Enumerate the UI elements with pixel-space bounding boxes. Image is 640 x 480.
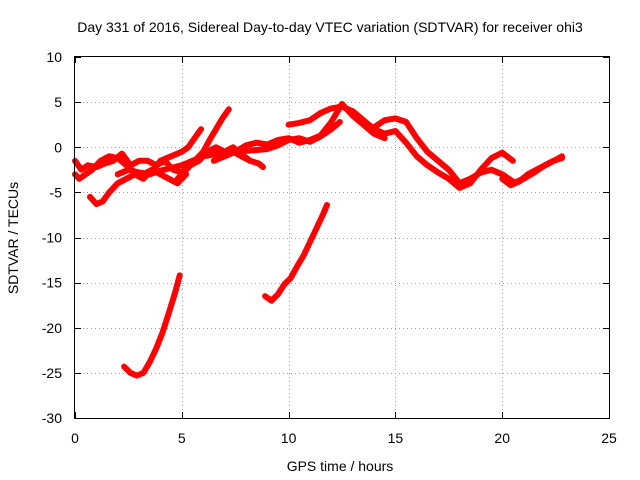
y-tick-label: 5 (54, 94, 62, 110)
x-tick-label: 10 (281, 430, 297, 446)
grid (75, 57, 609, 418)
y-tick-label: -15 (42, 275, 62, 291)
series-arc-10 (371, 115, 516, 187)
x-tick-label: 5 (178, 430, 186, 446)
ticks (75, 57, 610, 419)
series-arc-7 (210, 100, 388, 164)
series-group (72, 100, 565, 379)
y-tick-label: -10 (42, 230, 62, 246)
y-tick-label: -20 (42, 320, 62, 336)
x-tick-label: 20 (494, 430, 510, 446)
series-arc-8 (221, 148, 266, 171)
x-tick-label: 15 (388, 430, 404, 446)
y-tick-label: 0 (54, 139, 62, 155)
series-arc-12 (509, 153, 565, 187)
y-tick-label: 10 (46, 49, 62, 65)
x-tick-labels: 0 5 10 15 20 25 (71, 430, 617, 446)
series-arc-13 (121, 272, 183, 379)
series-arc-2 (72, 153, 190, 187)
y-axis-label: SDTVAR / TECUs (5, 182, 21, 294)
series-arc-5 (146, 126, 204, 178)
chart-title: Day 331 of 2016, Sidereal Day-to-day VTE… (77, 19, 583, 35)
x-tick-label: 0 (71, 430, 79, 446)
x-axis-label: GPS time / hours (287, 458, 394, 474)
y-tick-label: -25 (42, 365, 62, 381)
series-arc-14 (262, 202, 330, 304)
y-tick-label: -5 (50, 184, 63, 200)
series-arc-6 (174, 106, 232, 182)
x-tick-label: 25 (601, 430, 617, 446)
y-tick-label: -30 (42, 410, 62, 426)
y-tick-labels: -30 -25 -20 -15 -10 -5 0 5 10 (42, 49, 62, 426)
plot-frame (74, 56, 610, 419)
